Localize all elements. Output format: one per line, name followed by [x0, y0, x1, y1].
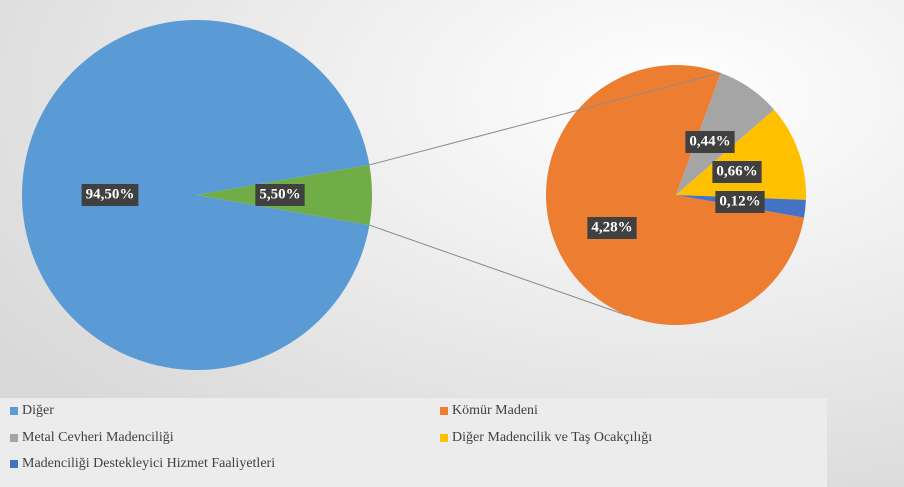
- data-label: 4,28%: [591, 219, 632, 235]
- data-label-box: [81, 184, 139, 206]
- legend-swatch: [10, 460, 18, 468]
- legend-swatch: [10, 434, 18, 442]
- legend-label: Diğer Madencilik ve Taş Ocakçılığı: [452, 430, 652, 445]
- legend-label: Diğer: [22, 403, 54, 418]
- legend-swatch: [440, 434, 448, 442]
- legend-label: Kömür Madeni: [452, 403, 538, 418]
- data-label: 94,50%: [86, 186, 135, 202]
- data-label: 5,50%: [259, 186, 300, 202]
- data-label: 0,44%: [689, 133, 730, 149]
- data-label: 0,66%: [716, 163, 757, 179]
- data-label-box: [587, 217, 637, 239]
- legend-swatch: [10, 407, 18, 415]
- data-label-box: [712, 161, 762, 183]
- legend-label: Madenciliği Destekleyici Hizmet Faaliyet…: [22, 456, 275, 471]
- legend-box: [0, 398, 827, 487]
- connector-line: [369, 72, 721, 166]
- legend-label: Metal Cevheri Madenciliği: [22, 430, 174, 445]
- data-label-box: [685, 131, 735, 153]
- pie-slice: [545, 64, 805, 325]
- legend-swatch: [440, 407, 448, 415]
- pie-slice: [21, 19, 370, 370]
- data-label-box: [255, 184, 305, 206]
- connector-line: [369, 224, 628, 317]
- data-label: 0,12%: [719, 193, 760, 209]
- pie-slice: [676, 109, 807, 200]
- data-label-box: [715, 191, 765, 213]
